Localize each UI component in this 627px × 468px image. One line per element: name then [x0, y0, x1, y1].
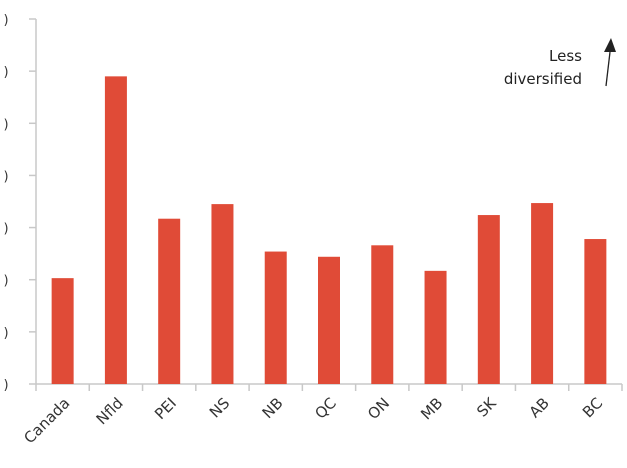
bar-qc [318, 256, 340, 384]
bar-nfld [104, 76, 127, 384]
x-tick-label: MB [417, 394, 446, 423]
x-tick-label: BC [579, 394, 606, 421]
bars [51, 76, 607, 384]
bar-canada [51, 278, 74, 384]
bar-on [371, 245, 394, 384]
y-tick-label: ) [3, 65, 8, 80]
x-tick-label: Nfld [93, 394, 127, 428]
less-diversified-annotation: Less diversified [504, 38, 616, 88]
x-tick-label: ON [364, 394, 393, 423]
y-axis: )))))))) [3, 13, 37, 393]
y-tick-label: ) [3, 222, 8, 237]
x-tick-label: Canada [20, 394, 73, 447]
x-tick-label: NB [259, 394, 287, 422]
y-tick-label: ) [3, 117, 8, 132]
x-axis: Canada Nfld PEI NS NB QC ON MB SK AB BC [20, 383, 623, 447]
bar-mb [424, 270, 447, 384]
y-tick-label: ) [3, 326, 8, 341]
bar-ns [211, 204, 234, 384]
x-tick-label: NS [206, 394, 233, 421]
y-tick-label: ) [3, 378, 8, 393]
annotation-line-2: diversified [504, 70, 582, 88]
bar-ab [531, 203, 554, 384]
y-tick-label: ) [3, 274, 8, 289]
x-tick-label: SK [473, 393, 500, 420]
x-tick-label: AB [526, 394, 553, 421]
y-tick-label: ) [3, 13, 8, 28]
bar-pei [158, 218, 181, 384]
y-tick-label: ) [3, 169, 8, 184]
x-tick-label: QC [311, 394, 339, 422]
up-arrow-icon [604, 38, 616, 52]
bar-sk [477, 215, 500, 384]
x-tick-label: PEI [151, 394, 180, 423]
bar-nb [264, 251, 287, 384]
annotation-line-1: Less [549, 47, 582, 65]
up-arrow-shaft [605, 51, 611, 87]
bar-bc [584, 239, 607, 384]
